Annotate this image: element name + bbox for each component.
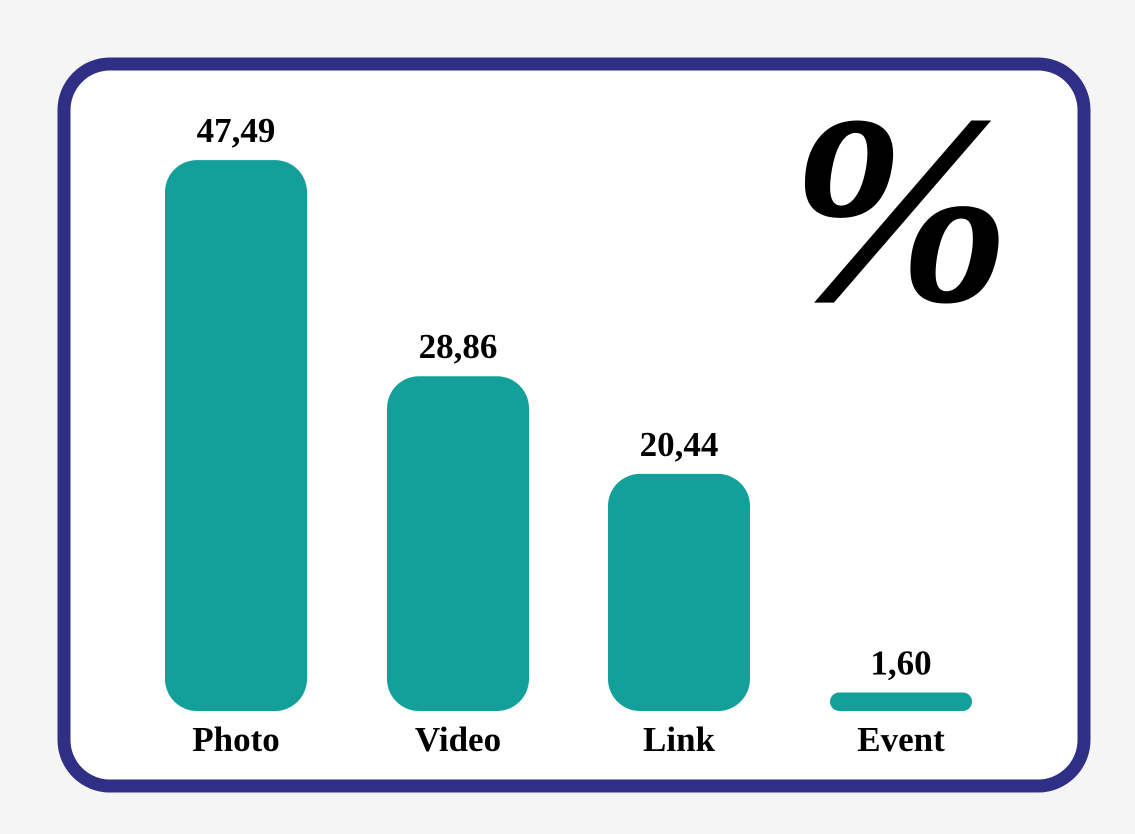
value-label: 47,49 — [197, 111, 276, 150]
x-tick-label: Video — [415, 720, 501, 759]
x-tick-label: Link — [643, 720, 716, 759]
chart-frame — [57, 57, 1091, 793]
bar — [608, 473, 750, 711]
value-label: 20,44 — [640, 425, 719, 464]
bar — [830, 692, 972, 711]
x-tick-label: Event — [857, 720, 945, 759]
bar — [387, 376, 529, 711]
value-label: 1,60 — [870, 643, 931, 682]
x-tick-label: Photo — [192, 720, 280, 759]
value-label: 28,86 — [419, 327, 498, 366]
chart-title: % — [788, 60, 1013, 359]
bar — [165, 160, 307, 712]
